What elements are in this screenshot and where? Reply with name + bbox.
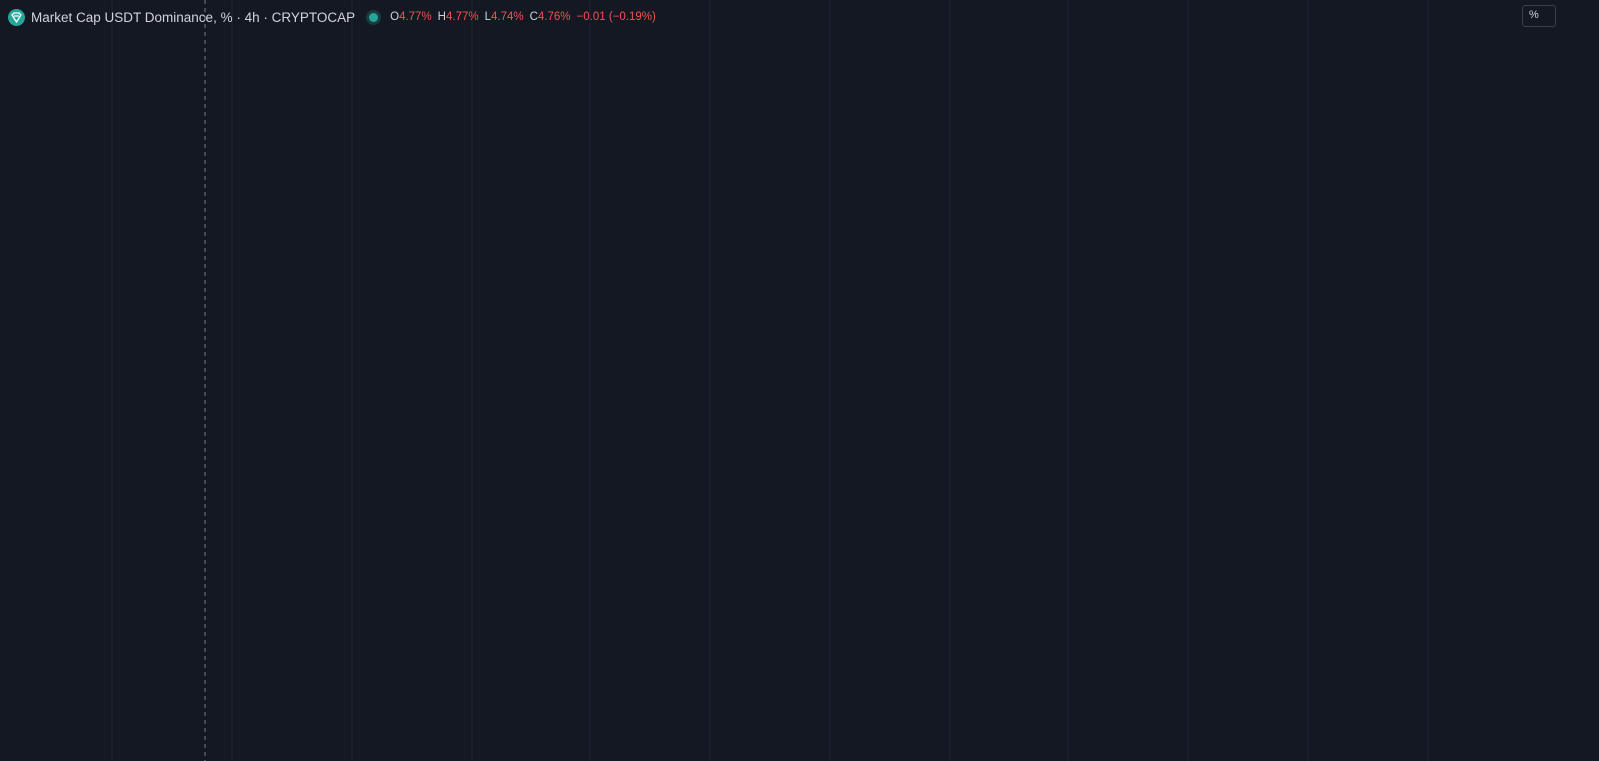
chart-header: Market Cap USDT Dominance, % · 4h · CRYP… [8,7,656,27]
percent-scale-button[interactable]: % [1522,5,1556,27]
ohlc-values: O4.77% H4.77% L4.74% C4.76% −0.01 (−0.19… [390,11,656,23]
market-status-icon[interactable] [369,12,379,22]
ohlc-open: O4.77% [390,11,432,23]
ohlc-low: L4.74% [484,11,524,23]
ohlc-change: −0.01 (−0.19%) [576,11,656,23]
symbol-title[interactable]: Market Cap USDT Dominance, % · 4h · CRYP… [31,9,356,25]
ohlc-close: C4.76% [529,11,571,23]
ohlc-high: H4.77% [437,11,479,23]
chart-grid [111,0,1429,761]
tether-logo-icon [8,8,25,26]
